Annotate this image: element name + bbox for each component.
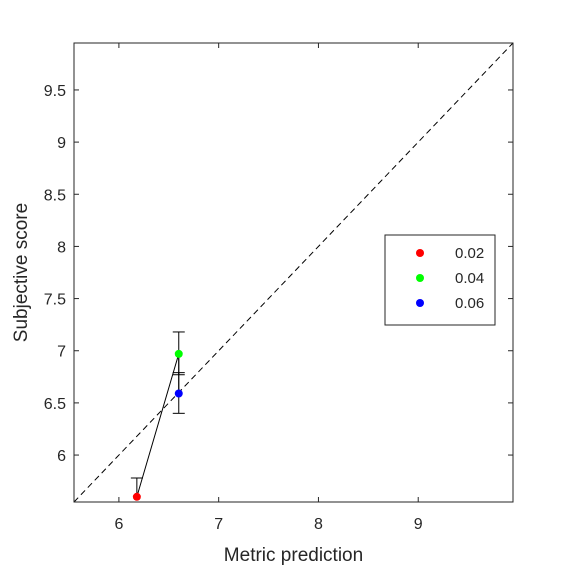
data-point-0.02	[132, 492, 141, 501]
x-tick-label: 8	[314, 516, 323, 533]
x-tick-label: 7	[214, 516, 223, 533]
legend-item-0.06: 0.06	[416, 295, 484, 312]
y-tick-label: 6	[57, 448, 66, 465]
data-point-0.06	[174, 389, 183, 398]
y-tick-label: 7.5	[44, 292, 66, 309]
legend-marker	[416, 299, 424, 307]
y-tick-label: 6.5	[44, 396, 66, 413]
y-tick-label: 8	[57, 239, 66, 256]
legend-label: 0.04	[455, 270, 484, 287]
y-tick-label: 7	[57, 344, 66, 361]
data-point-0.04	[174, 349, 183, 358]
legend-box	[384, 234, 496, 326]
legend-item-0.02: 0.02	[416, 245, 484, 262]
legend-label: 0.02	[455, 245, 484, 262]
connecting-line	[136, 353, 180, 497]
reference-diagonal-line	[73, 42, 514, 503]
axes-box	[73, 42, 514, 503]
legend-marker	[416, 249, 424, 257]
y-tick-label: 9	[57, 135, 66, 152]
y-axis-label: Subjective score	[11, 203, 32, 342]
y-tick-label: 9.5	[44, 83, 66, 100]
data-points	[132, 349, 183, 501]
legend-label: 0.06	[455, 295, 484, 312]
y-axis-ticks: 6 6.5 7 7.5 8 8.5 9 9.5	[44, 83, 513, 465]
y-tick-label: 8.5	[44, 187, 66, 204]
x-axis-label: Metric prediction	[224, 545, 363, 566]
legend-marker	[416, 274, 424, 282]
plot-area	[73, 42, 514, 503]
x-tick-label: 9	[414, 516, 423, 533]
legend: 0.02 0.04 0.06	[384, 234, 496, 326]
legend-item-0.04: 0.04	[416, 270, 484, 287]
x-axis-ticks: 6 7 8 9	[114, 43, 423, 533]
x-tick-label: 6	[114, 516, 123, 533]
